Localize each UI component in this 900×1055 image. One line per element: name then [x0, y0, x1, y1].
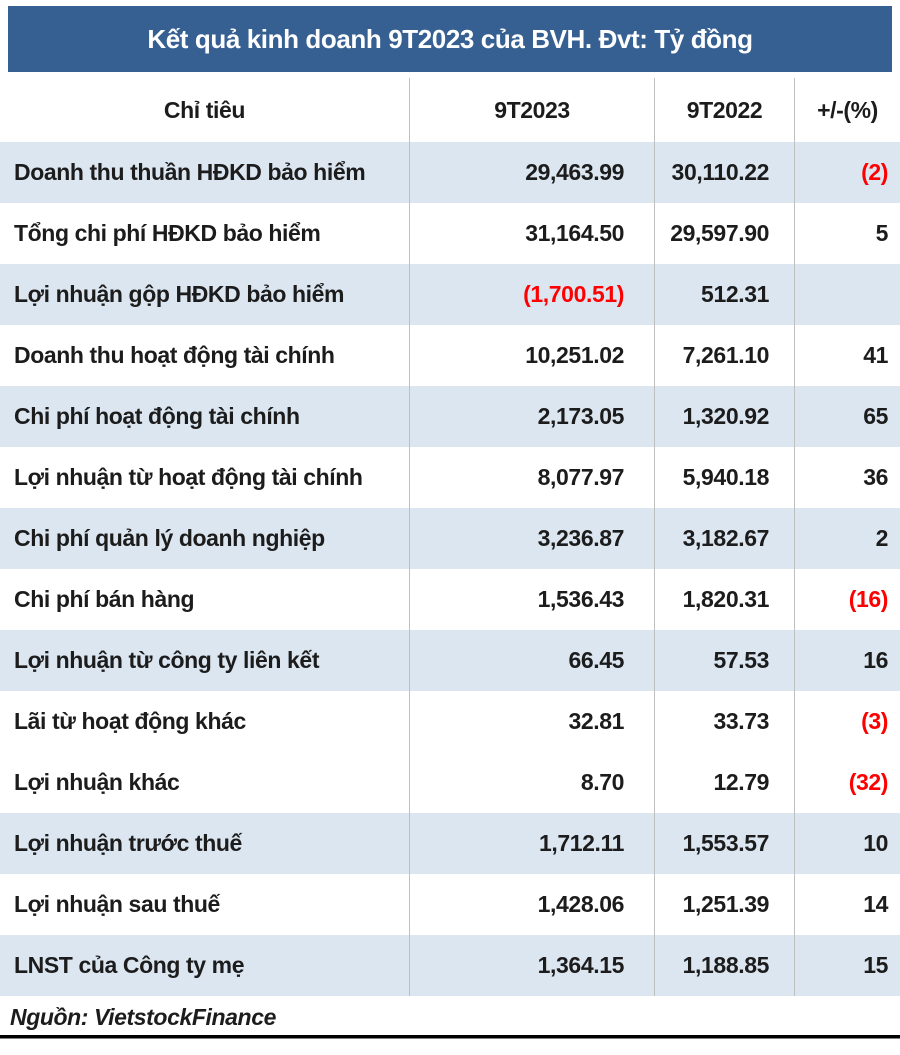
row-label: Chi phí hoạt động tài chính: [0, 386, 410, 447]
value-change-pct: 5: [875, 220, 889, 246]
row-label: Chi phí quản lý doanh nghiệp: [0, 508, 410, 569]
table-row: Lợi nhuận khác 8.70 12.79 (32): [0, 752, 900, 813]
column-header-criteria: Chỉ tiêu: [0, 78, 410, 142]
value-9t2022: 29,597.90: [655, 203, 795, 264]
value-9t2023: 31,164.50: [410, 203, 655, 264]
value-change-pct: [795, 264, 900, 325]
source-caption: Nguồn: VietstockFinance: [10, 1004, 276, 1030]
table-row: Chi phí bán hàng 1,536.43 1,820.31 (16): [0, 569, 900, 630]
value-9t2023: 66.45: [410, 630, 655, 691]
table-title-bar: Kết quả kinh doanh 9T2023 của BVH. Đvt: …: [8, 6, 892, 72]
value-9t2023: 1,536.43: [410, 569, 655, 630]
value-change-pct: (2): [861, 159, 888, 185]
value-9t2022: 512.31: [655, 264, 795, 325]
value-change-pct: (16): [848, 586, 889, 612]
column-header-change-pct: +/-(%): [817, 96, 878, 123]
row-label: Lợi nhuận trước thuế: [0, 813, 410, 874]
value-9t2023: (1,700.51): [410, 264, 655, 325]
table-row: Lợi nhuận từ công ty liên kết 66.45 57.53 1…: [0, 630, 900, 691]
value-9t2023: 1,428.06: [410, 874, 655, 935]
table-row: Chi phí quản lý doanh nghiệp 3,236.87 3,18…: [0, 508, 900, 569]
table-body: Doanh thu thuần HĐKD bảo hiểm 29,463.99 30…: [0, 142, 900, 996]
value-9t2022: 30,110.22: [655, 142, 795, 203]
column-header-9t2022: 9T2022: [655, 78, 795, 142]
value-change-pct: 65: [863, 403, 888, 429]
table-row: Lợi nhuận sau thuế 1,428.06 1,251.39 14: [0, 874, 900, 935]
table-row: Lãi từ hoạt động khác 32.81 33.73 (3): [0, 691, 900, 752]
value-9t2022: 1,320.92: [655, 386, 795, 447]
value-9t2022: 1,820.31: [655, 569, 795, 630]
value-change-pct: 14: [863, 891, 888, 917]
row-label: Tổng chi phí HĐKD bảo hiểm: [0, 203, 410, 264]
row-label: Lợi nhuận sau thuế: [0, 874, 410, 935]
value-9t2022: 7,261.10: [655, 325, 795, 386]
table-header-row: Chỉ tiêu 9T2023 9T2022 +/-(%): [0, 78, 900, 142]
row-label: Lợi nhuận từ hoạt động tài chính: [0, 447, 410, 508]
value-change-pct: (3): [861, 708, 888, 734]
table-row: LNST của Công ty mẹ 1,364.15 1,188.85 15: [0, 935, 900, 996]
value-change-pct: (32): [848, 769, 889, 795]
value-9t2023: 2,173.05: [410, 386, 655, 447]
value-change-pct: 16: [863, 647, 888, 673]
value-change-pct: 41: [863, 342, 888, 368]
value-9t2023: 3,236.87: [410, 508, 655, 569]
value-9t2023: 1,712.11: [410, 813, 655, 874]
value-9t2023: 8.70: [410, 752, 655, 813]
row-label: Chi phí bán hàng: [0, 569, 410, 630]
value-9t2022: 33.73: [655, 691, 795, 752]
value-9t2022: 1,188.85: [655, 935, 795, 996]
value-9t2022: 57.53: [655, 630, 795, 691]
value-9t2023: 1,364.15: [410, 935, 655, 996]
column-header-9t2023: 9T2023: [410, 78, 655, 142]
table-row: Lợi nhuận từ hoạt động tài chính 8,077.97…: [0, 447, 900, 508]
table-row: Lợi nhuận gộp HĐKD bảo hiểm (1,700.51) 512…: [0, 264, 900, 325]
row-label: Doanh thu thuần HĐKD bảo hiểm: [0, 142, 410, 203]
value-change-pct: 2: [875, 525, 889, 551]
value-9t2023: 8,077.97: [410, 447, 655, 508]
value-9t2023: 32.81: [410, 691, 655, 752]
value-9t2022: 3,182.67: [655, 508, 795, 569]
bottom-rule-divider: [0, 1035, 900, 1039]
value-9t2023: 10,251.02: [410, 325, 655, 386]
value-9t2022: 12.79: [655, 752, 795, 813]
value-9t2022: 5,940.18: [655, 447, 795, 508]
value-change-pct: 10: [863, 830, 888, 856]
table-title: Kết quả kinh doanh 9T2023 của BVH. Đvt: …: [147, 23, 753, 54]
value-change-pct: 15: [863, 952, 888, 978]
financial-results-table: Chỉ tiêu 9T2023 9T2022 +/-(%) Doanh thu …: [0, 78, 900, 996]
table-row: Lợi nhuận trước thuế 1,712.11 1,553.57 10: [0, 813, 900, 874]
value-9t2023: 29,463.99: [410, 142, 655, 203]
table-row: Doanh thu hoạt động tài chính 10,251.02 7,…: [0, 325, 900, 386]
value-change-pct: 36: [863, 464, 888, 490]
row-label: Lợi nhuận gộp HĐKD bảo hiểm: [0, 264, 410, 325]
table-row: Doanh thu thuần HĐKD bảo hiểm 29,463.99 30…: [0, 142, 900, 203]
row-label: LNST của Công ty mẹ: [0, 935, 410, 996]
value-9t2022: 1,251.39: [655, 874, 795, 935]
table-row: Tổng chi phí HĐKD bảo hiểm 31,164.50 29,59…: [0, 203, 900, 264]
row-label: Lợi nhuận từ công ty liên kết: [0, 630, 410, 691]
row-label: Lãi từ hoạt động khác: [0, 691, 410, 752]
table-row: Chi phí hoạt động tài chính 2,173.05 1,320…: [0, 386, 900, 447]
value-9t2022: 1,553.57: [655, 813, 795, 874]
row-label: Doanh thu hoạt động tài chính: [0, 325, 410, 386]
row-label: Lợi nhuận khác: [0, 752, 410, 813]
